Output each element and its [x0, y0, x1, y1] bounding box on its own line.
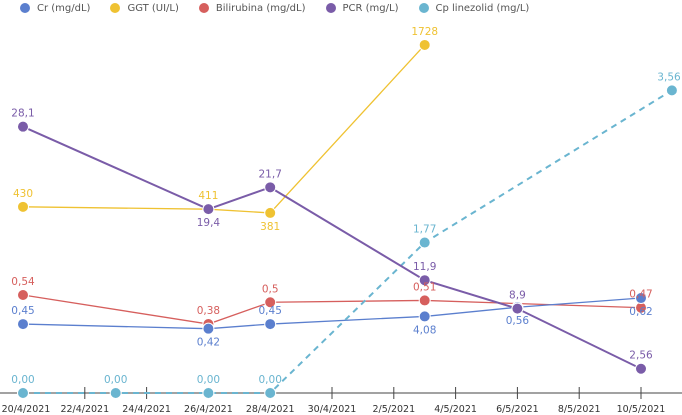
data-label: 0,38 [197, 305, 220, 317]
data-label: 1,77 [413, 224, 436, 236]
data-point [109, 387, 122, 399]
x-tick-label: 28/4/2021 [246, 404, 295, 415]
data-point [264, 206, 277, 219]
legend-marker [198, 3, 209, 13]
data-point [635, 292, 647, 305]
data-point [511, 302, 524, 315]
series-line-1 [22, 44, 426, 214]
legend-label: Cp linezolid (mg/L) [435, 2, 530, 14]
legend-label: GGT (UI/L) [127, 2, 179, 14]
data-label: 0,00 [104, 374, 127, 386]
data-label: 0,51 [413, 281, 436, 293]
series-line-3 [22, 125, 642, 370]
series-line-2 [22, 294, 642, 325]
data-point [418, 294, 431, 307]
legend-label: Cr (mg/dL) [37, 2, 91, 14]
data-label: 0,45 [259, 305, 282, 317]
legend-item[interactable]: Bilirubina (mg/dL) [198, 2, 306, 14]
x-tick-label: 26/4/2021 [184, 404, 233, 415]
data-label: 0,00 [197, 374, 220, 386]
x-tick-label: 24/4/2021 [122, 404, 171, 415]
data-point [17, 318, 29, 331]
data-point [264, 387, 277, 399]
data-point [17, 387, 29, 399]
data-point [635, 362, 647, 375]
data-label: 0,62 [629, 306, 652, 318]
data-point [202, 203, 215, 216]
x-tick-label: 10/5/2021 [617, 404, 666, 415]
x-tick-label: 22/4/2021 [60, 404, 109, 415]
data-point [202, 322, 215, 335]
legend-marker [20, 3, 30, 13]
data-point [418, 310, 431, 323]
data-label: 28,1 [11, 108, 34, 120]
series-line-0 [22, 297, 642, 330]
data-label: 3,56 [657, 71, 681, 83]
legend: Cr (mg/dL) GGT (UI/L) Bilirubina (mg/dL) PC… [0, 0, 529, 16]
data-point [418, 274, 431, 287]
legend-label: Bilirubina (mg/dL) [215, 2, 306, 14]
data-point [17, 120, 29, 133]
data-label: 2,56 [629, 350, 653, 362]
data-label: 19,4 [197, 217, 221, 229]
x-tick-label: 8/5/2021 [558, 404, 601, 415]
data-label: 0,00 [259, 374, 282, 386]
data-label: 0,56 [506, 315, 530, 327]
legend-label: PCR (mg/L) [342, 2, 399, 14]
legend-item[interactable]: Cp linezolid (mg/L) [418, 2, 530, 14]
data-label: 0,54 [11, 276, 35, 288]
legend-marker [110, 3, 121, 13]
data-point [264, 318, 277, 331]
series-line-4 [23, 89, 673, 394]
x-tick-label: 6/5/2021 [496, 404, 539, 415]
data-label: 430 [13, 188, 33, 200]
x-tick-label: 2/5/2021 [372, 404, 415, 415]
data-label: 0,47 [629, 289, 652, 301]
data-label: 11,9 [413, 261, 436, 273]
data-point [418, 38, 431, 51]
x-tick-label: 30/4/2021 [308, 404, 357, 415]
data-label: 1728 [411, 26, 438, 38]
data-point [17, 200, 29, 213]
data-label: 21,7 [259, 168, 282, 180]
data-point [202, 387, 215, 399]
data-point [264, 296, 277, 309]
legend-item[interactable]: GGT (UI/L) [110, 2, 179, 14]
data-label: 0,5 [262, 283, 279, 295]
legend-item[interactable]: PCR (mg/L) [325, 2, 399, 14]
data-label: 0,00 [11, 374, 34, 386]
legend-marker [325, 3, 336, 13]
data-label: 411 [198, 190, 218, 202]
legend-marker [418, 3, 429, 13]
legend-item[interactable]: Cr (mg/dL) [20, 3, 90, 14]
data-point [418, 236, 431, 249]
data-point [17, 288, 29, 301]
data-label: 4,08 [413, 324, 436, 336]
data-label: 0,45 [11, 305, 34, 317]
data-label: 0,42 [197, 337, 220, 349]
x-tick-label: 20/4/2021 [2, 404, 51, 415]
data-label: 381 [260, 221, 280, 233]
data-point [665, 84, 678, 97]
data-label: 8,9 [509, 290, 526, 302]
x-tick-label: 4/5/2021 [434, 404, 477, 415]
data-point [264, 181, 277, 194]
